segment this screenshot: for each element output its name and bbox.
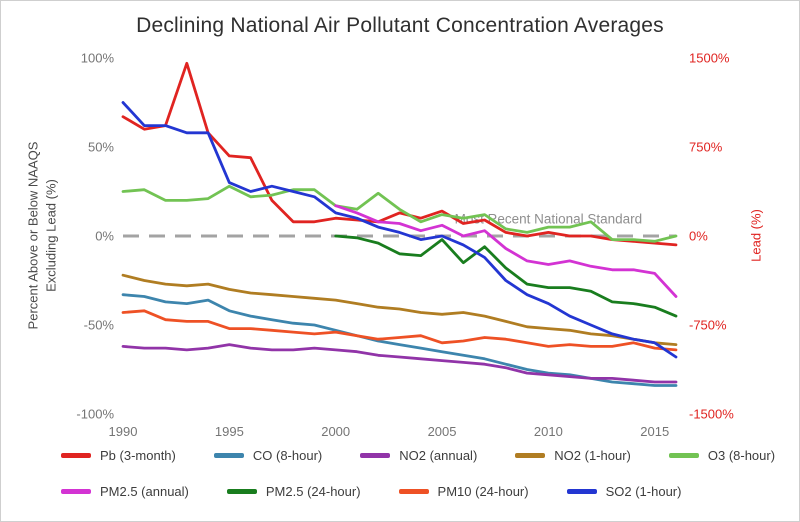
- left-axis-tick: 100%: [81, 51, 115, 66]
- series-line-pm2-5-24-hour: [334, 234, 678, 318]
- legend-swatch-so2-1-hour: [566, 489, 597, 494]
- x-axis-tick: 1995: [215, 424, 244, 439]
- legend-row-2: PM2.5 (annual) PM2.5 (24-hour) PM10 (24-ho…: [61, 484, 681, 499]
- left-axis-tick: 0%: [95, 229, 114, 244]
- legend-item-o3-8-hour: O3 (8-hour): [668, 448, 776, 463]
- legend-label-pm10-24-hour: PM10 (24-hour): [437, 484, 529, 499]
- right-axis-tick: 0%: [689, 229, 708, 244]
- legend-label-co-8-hour: CO (8-hour): [252, 448, 323, 463]
- legend-item-pm2-5-annual: PM2.5 (annual): [61, 484, 189, 499]
- legend-swatch-no2-annual: [360, 453, 391, 458]
- legend-label-o3-8-hour: O3 (8-hour): [707, 448, 776, 463]
- series-line-no2-annual: [121, 343, 678, 384]
- legend-swatch-pm10-24-hour: [398, 489, 429, 494]
- legend-item-co-8-hour: CO (8-hour): [213, 448, 323, 463]
- series-line-o3-8-hour: [121, 184, 678, 243]
- series-line-so2-1-hour: [121, 101, 678, 359]
- series-line-pm2-5-annual: [334, 204, 678, 298]
- legend-swatch-pm2-5-24-hour: [226, 489, 257, 494]
- legend-item-no2-annual: NO2 (annual): [360, 448, 477, 463]
- series-line-no2-1-hour: [121, 273, 678, 346]
- x-axis-tick: 2000: [321, 424, 350, 439]
- legend-swatch-o3-8-hour: [668, 453, 699, 458]
- right-axis-tick: -1500%: [689, 407, 734, 422]
- x-axis-tick: 2005: [428, 424, 457, 439]
- legend-label-no2-1-hour: NO2 (1-hour): [554, 448, 631, 463]
- legend-swatch-co-8-hour: [213, 453, 244, 458]
- legend-label-no2-annual: NO2 (annual): [399, 448, 478, 463]
- legend-label-pm2-5-24-hour: PM2.5 (24-hour): [265, 484, 361, 499]
- left-axis-tick: -50%: [84, 318, 115, 333]
- legend-swatch-no2-1-hour: [515, 453, 546, 458]
- legend-label-pb-3-month: Pb (3-month): [100, 448, 176, 463]
- legend-row-1: Pb (3-month) CO (8-hour) NO2 (annual) NO2 (…: [61, 448, 775, 463]
- left-axis-tick: -100%: [76, 407, 114, 422]
- annotation-most-recent-national-standard: Most Recent National Standard: [455, 212, 643, 227]
- series-line-pb-3-month: [121, 61, 678, 247]
- x-axis-tick: 2015: [640, 424, 669, 439]
- right-axis-tick: -750%: [689, 318, 727, 333]
- legend-item-no2-1-hour: NO2 (1-hour): [515, 448, 631, 463]
- right-axis-tick: 750%: [689, 140, 723, 155]
- legend-item-pb-3-month: Pb (3-month): [61, 448, 176, 463]
- series-line-pm10-24-hour: [121, 309, 678, 352]
- plot-area: Most Recent National Standard 100% 50% 0% -5…: [76, 51, 734, 440]
- legend-label-so2-1-hour: SO2 (1-hour): [605, 484, 682, 499]
- x-axis-tick: 2010: [534, 424, 563, 439]
- legend-label-pm2-5-annual: PM2.5 (annual): [100, 484, 189, 499]
- chart-title: Declining National Air Pollutant Concent…: [136, 14, 664, 37]
- legend-item-pm2-5-24-hour: PM2.5 (24-hour): [226, 484, 361, 499]
- legend-item-pm10-24-hour: PM10 (24-hour): [398, 484, 529, 499]
- right-axis-tick: 1500%: [689, 51, 730, 66]
- left-axis-tick: 50%: [88, 140, 114, 155]
- legend-item-so2-1-hour: SO2 (1-hour): [566, 484, 682, 499]
- legend-swatch-pb-3-month: [61, 453, 91, 458]
- legend-swatch-pm2-5-annual: [61, 489, 91, 494]
- x-axis-tick: 1990: [109, 424, 138, 439]
